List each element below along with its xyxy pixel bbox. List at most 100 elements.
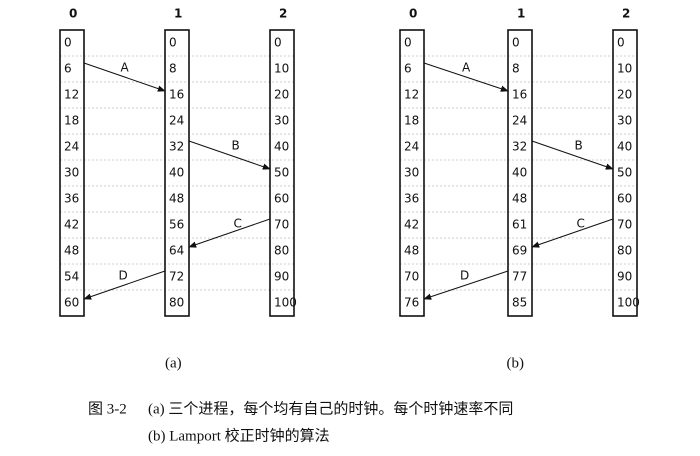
clock-value: 30 bbox=[274, 114, 289, 128]
process-label: 2 bbox=[279, 7, 287, 21]
process-label: 1 bbox=[517, 7, 525, 21]
process-label: 0 bbox=[409, 7, 417, 21]
clock-value: 85 bbox=[512, 296, 527, 310]
clock-value: 30 bbox=[404, 166, 419, 180]
message-arrow bbox=[531, 140, 614, 170]
clock-value: 24 bbox=[64, 140, 79, 154]
clock-value: 8 bbox=[512, 62, 520, 76]
clock-value: 12 bbox=[404, 88, 419, 102]
clock-value: 90 bbox=[274, 270, 289, 284]
clock-value: 40 bbox=[617, 140, 632, 154]
clock-value: 0 bbox=[404, 36, 412, 50]
message-label: C bbox=[234, 217, 242, 231]
message-arrow bbox=[188, 218, 271, 248]
caption-line: (b) Lamport 校正时钟的算法 bbox=[148, 426, 330, 444]
clock-value: 76 bbox=[404, 296, 419, 310]
clock-box bbox=[59, 29, 85, 317]
clock-value: 6 bbox=[64, 62, 72, 76]
message-label: A bbox=[121, 61, 130, 75]
clock-value: 90 bbox=[617, 270, 632, 284]
clock-box bbox=[164, 29, 190, 317]
clock-value: 36 bbox=[404, 192, 419, 206]
clock-value: 64 bbox=[169, 244, 184, 258]
clock-value: 60 bbox=[617, 192, 632, 206]
clock-value: 12 bbox=[64, 88, 79, 102]
clock-value: 36 bbox=[64, 192, 79, 206]
clock-value: 30 bbox=[64, 166, 79, 180]
clock-value: 0 bbox=[64, 36, 72, 50]
clock-value: 100 bbox=[274, 296, 297, 310]
process-label: 0 bbox=[69, 7, 77, 21]
clock-value: 80 bbox=[617, 244, 632, 258]
clock-value: 24 bbox=[512, 114, 527, 128]
clock-value: 10 bbox=[274, 62, 289, 76]
clock-value: 32 bbox=[512, 140, 527, 154]
clock-value: 80 bbox=[274, 244, 289, 258]
clock-value: 40 bbox=[274, 140, 289, 154]
clock-value: 72 bbox=[169, 270, 184, 284]
clock-value: 60 bbox=[274, 192, 289, 206]
clock-value: 24 bbox=[404, 140, 419, 154]
clock-value: 50 bbox=[274, 166, 289, 180]
message-label: B bbox=[575, 139, 583, 153]
clock-value: 100 bbox=[617, 296, 640, 310]
clock-value: 48 bbox=[404, 244, 419, 258]
clock-value: 70 bbox=[617, 218, 632, 232]
message-label: D bbox=[460, 269, 469, 283]
clock-box bbox=[399, 29, 425, 317]
clock-value: 42 bbox=[64, 218, 79, 232]
clock-value: 20 bbox=[617, 88, 632, 102]
process-label: 2 bbox=[622, 7, 630, 21]
message-arrow bbox=[83, 270, 166, 300]
message-arrow bbox=[188, 140, 271, 170]
message-arrow bbox=[83, 62, 166, 92]
clock-value: 80 bbox=[169, 296, 184, 310]
clock-value: 42 bbox=[404, 218, 419, 232]
figure-number: 图 3-2 bbox=[88, 400, 127, 417]
process-label: 1 bbox=[174, 7, 182, 21]
message-label: D bbox=[119, 269, 128, 283]
clock-box bbox=[507, 29, 533, 317]
clock-value: 54 bbox=[64, 270, 79, 284]
clock-value: 0 bbox=[617, 36, 625, 50]
clock-value: 56 bbox=[169, 218, 184, 232]
clock-value: 6 bbox=[404, 62, 412, 76]
clock-value: 77 bbox=[512, 270, 527, 284]
clock-value: 48 bbox=[64, 244, 79, 258]
clock-value: 48 bbox=[512, 192, 527, 206]
clock-value: 0 bbox=[169, 36, 177, 50]
clock-value: 0 bbox=[274, 36, 282, 50]
clock-box bbox=[612, 29, 638, 317]
clock-value: 18 bbox=[64, 114, 79, 128]
panel-label: (b) bbox=[507, 355, 525, 371]
message-label: C bbox=[577, 217, 585, 231]
clock-value: 48 bbox=[169, 192, 184, 206]
clock-value: 40 bbox=[169, 166, 184, 180]
clock-value: 8 bbox=[169, 62, 177, 76]
clock-value: 16 bbox=[512, 88, 527, 102]
message-label: A bbox=[462, 61, 471, 75]
message-arrow bbox=[423, 62, 509, 92]
caption-line: (a) 三个进程，每个均有自己的时钟。每个时钟速率不同 bbox=[148, 400, 513, 417]
clock-value: 20 bbox=[274, 88, 289, 102]
clock-value: 70 bbox=[404, 270, 419, 284]
message-arrow bbox=[423, 270, 509, 300]
clock-value: 16 bbox=[169, 88, 184, 102]
clock-value: 32 bbox=[169, 140, 184, 154]
message-label: B bbox=[232, 139, 240, 153]
clock-value: 40 bbox=[512, 166, 527, 180]
clock-value: 69 bbox=[512, 244, 527, 258]
clock-value: 0 bbox=[512, 36, 520, 50]
clock-value: 70 bbox=[274, 218, 289, 232]
clock-value: 60 bbox=[64, 296, 79, 310]
clock-value: 18 bbox=[404, 114, 419, 128]
clock-box bbox=[269, 29, 295, 317]
clock-value: 30 bbox=[617, 114, 632, 128]
clock-value: 50 bbox=[617, 166, 632, 180]
clock-value: 61 bbox=[512, 218, 527, 232]
panel-label: (a) bbox=[165, 355, 182, 371]
clock-value: 10 bbox=[617, 62, 632, 76]
clock-value: 24 bbox=[169, 114, 184, 128]
message-arrow bbox=[531, 218, 614, 248]
